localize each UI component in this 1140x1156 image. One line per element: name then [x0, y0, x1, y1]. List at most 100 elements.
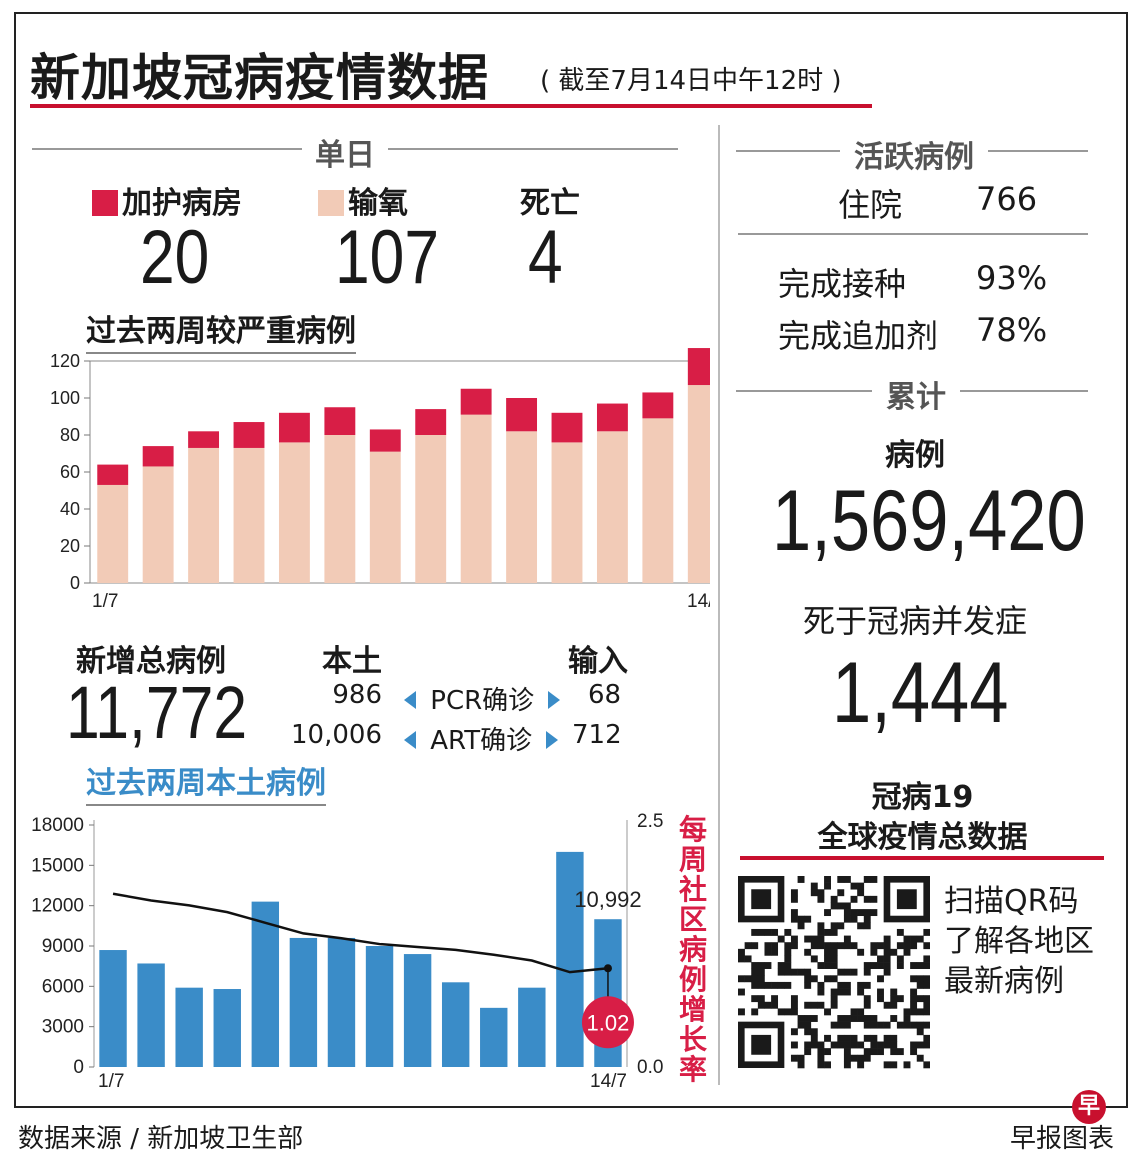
qr-module [850, 1015, 858, 1022]
qr-module [910, 1008, 918, 1016]
qr-module [877, 988, 884, 996]
active-rule-left [736, 150, 840, 152]
qr-module [857, 948, 865, 956]
qr-module [830, 948, 838, 956]
growth-rate-axis-label: 每周社区病例增长率 [678, 813, 707, 1086]
qr-module [771, 995, 779, 1003]
total-new-label: 新增总病例 [76, 644, 226, 679]
oxygen-bar [642, 418, 674, 583]
qr-module [857, 1061, 865, 1069]
qr-module [896, 1048, 904, 1056]
qr-module [804, 968, 812, 976]
qr-module [837, 988, 845, 996]
oxygen-bar [142, 466, 174, 583]
qr-module [830, 988, 838, 996]
qr-module [764, 981, 772, 989]
qr-module [817, 922, 825, 930]
y-tick-label: 120 [50, 351, 80, 371]
qr-module [857, 1008, 865, 1016]
global-title-1: 冠病19 [871, 780, 974, 815]
qr-module [797, 915, 805, 923]
deaths-label: 死于冠病并发症 [802, 602, 1027, 640]
qr-module [923, 975, 930, 983]
qr-module [923, 928, 930, 936]
qr-module [790, 942, 798, 950]
qr-module [830, 1021, 838, 1029]
icu-swatch [92, 190, 118, 216]
qr-module [857, 1054, 865, 1062]
oxygen-bar [369, 451, 401, 583]
deaths-value: 1,444 [832, 645, 1009, 741]
qr-module [817, 1048, 825, 1056]
qr-module [771, 1001, 779, 1009]
qr-module [830, 895, 838, 903]
qr-module [877, 955, 884, 963]
qr-module [824, 975, 831, 983]
local-case-bar [213, 989, 241, 1067]
qr-module [877, 962, 884, 969]
qr-module [923, 981, 930, 989]
qr-module [744, 975, 752, 983]
qr-module [843, 876, 851, 883]
qr-module [751, 928, 759, 936]
qr-module [804, 935, 812, 943]
source-text: 数据来源 / 新加坡卫生部 [18, 1124, 304, 1154]
icu-bar [369, 429, 401, 452]
qr-module [771, 981, 779, 989]
qr-module [738, 1008, 745, 1016]
qr-module [764, 942, 772, 950]
qr-module [843, 1061, 851, 1069]
y-tick-label: 40 [60, 499, 80, 519]
qr-module [757, 968, 765, 976]
qr-module [896, 955, 904, 963]
qr-module [824, 1048, 831, 1056]
qr-module [797, 876, 805, 883]
qr-module [903, 1008, 911, 1016]
qr-module [810, 889, 818, 897]
qr-module [837, 942, 845, 950]
local-case-bar [480, 1007, 508, 1067]
qr-module [837, 922, 845, 930]
qr-module [863, 915, 871, 923]
icu-bar [506, 398, 538, 432]
qr-text-3: 最新病例 [944, 964, 1064, 999]
qr-module [863, 1048, 871, 1056]
qr-module [817, 1041, 825, 1049]
qr-module [870, 895, 878, 903]
qr-module [896, 1021, 904, 1029]
qr-module [883, 942, 891, 950]
qr-module [883, 955, 891, 963]
booster-value: 78% [976, 311, 1048, 349]
qr-module [903, 942, 911, 950]
qr-module [817, 935, 825, 943]
qr-module [804, 948, 812, 956]
hosp-value: 766 [976, 180, 1038, 218]
qr-module [757, 981, 765, 989]
growth-rate-badge-label: 1.02 [587, 1010, 630, 1035]
local-case-bar [251, 901, 280, 1067]
y-tick-label: 100 [50, 388, 80, 408]
qr-text-2: 了解各地区 [944, 924, 1094, 959]
qr-module [923, 1061, 930, 1069]
qr-code[interactable] [738, 876, 930, 1072]
qr-module [804, 1021, 812, 1029]
qr-module [797, 1054, 805, 1062]
qr-module [850, 968, 858, 976]
x-tick-label-end: 14/7 [687, 591, 710, 612]
qr-module [784, 948, 792, 956]
qr-module [843, 1048, 851, 1056]
local-case-bar [99, 950, 127, 1067]
qr-module [863, 1034, 871, 1042]
qr-module [824, 1034, 831, 1042]
qr-module [804, 981, 812, 989]
qr-module [837, 876, 845, 883]
oxygen-bar [278, 442, 310, 583]
qr-module [784, 955, 792, 963]
qr-module [923, 942, 930, 950]
qr-module [797, 1061, 805, 1069]
qr-module [790, 1008, 798, 1016]
qr-module [790, 909, 798, 917]
qr-module [883, 935, 891, 943]
qr-module [771, 948, 779, 956]
hosp-divider [738, 233, 1088, 235]
